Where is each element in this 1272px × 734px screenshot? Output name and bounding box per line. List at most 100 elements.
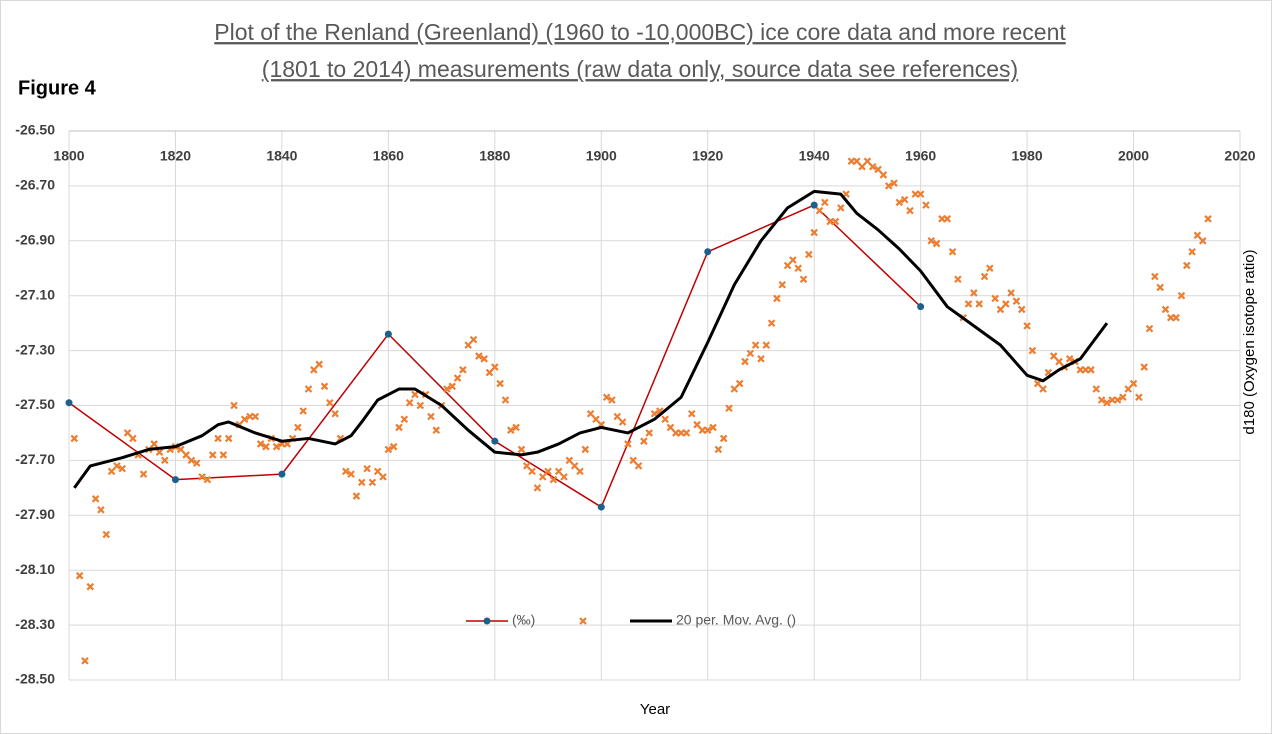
scatter-point <box>294 423 302 432</box>
scatter-point <box>1028 346 1037 355</box>
data-point <box>171 476 179 484</box>
scatter-point <box>544 467 552 476</box>
scatter-point <box>123 429 132 437</box>
scatter-point <box>198 473 206 481</box>
x-tick-label: 1940 <box>799 148 830 164</box>
data-point <box>491 437 499 445</box>
scatter-point <box>741 357 749 366</box>
legend-label: (‰) <box>512 612 535 628</box>
scatter-point <box>453 374 462 382</box>
scatter-point <box>427 412 435 421</box>
y-tick-label: -28.30 <box>15 616 55 632</box>
scatter-point <box>113 462 121 470</box>
scatter-point <box>1129 379 1138 388</box>
scatter-point <box>613 412 622 421</box>
scatter-point <box>746 349 755 358</box>
scatter-point <box>549 475 558 484</box>
scatter-point <box>507 426 515 434</box>
x-tick-label: 1880 <box>479 148 510 164</box>
scatter-point <box>1124 385 1132 393</box>
scatter-point <box>884 182 893 190</box>
y-tick-label: -28.10 <box>15 561 55 577</box>
scatter-point <box>714 445 723 454</box>
scatter-point <box>1039 385 1047 393</box>
scatter-point <box>1172 313 1180 322</box>
x-tick-label: 1960 <box>905 148 936 164</box>
y-axis-label: d180 (Oxygen isotope ratio) <box>1241 249 1258 434</box>
scatter-point <box>757 355 765 363</box>
scatter-point <box>794 264 802 273</box>
scatter-point <box>192 459 201 467</box>
scatter-point <box>927 237 936 245</box>
y-tick-label: -28.50 <box>15 671 55 687</box>
scatter-point <box>682 429 691 437</box>
scatter-point <box>629 456 637 465</box>
scatter-point <box>1113 396 1122 404</box>
scatter-point <box>533 484 542 492</box>
scatter-point <box>1012 297 1021 305</box>
scatter-point <box>693 420 701 429</box>
chart-title: (1801 to 2014) measurements (raw data on… <box>262 56 1018 82</box>
scatter-point <box>118 464 127 473</box>
scatter-point <box>821 198 829 207</box>
scatter-point <box>874 165 882 174</box>
scatter-point <box>1119 393 1127 402</box>
data-point <box>704 248 712 256</box>
scatter-point <box>219 451 228 459</box>
scatter-point <box>1007 289 1015 297</box>
scatter-point <box>352 492 361 500</box>
scatter-point <box>416 401 425 410</box>
legend-swatch <box>579 617 587 625</box>
x-tick-label: 1820 <box>160 148 191 164</box>
scatter-point <box>799 275 808 284</box>
scatter-point <box>496 379 504 388</box>
scatter-point <box>634 462 643 470</box>
scatter-point <box>214 434 222 443</box>
scatter-point <box>331 409 339 418</box>
scatter-point <box>363 464 371 473</box>
scatter-point <box>522 462 531 470</box>
scatter-point <box>405 398 414 407</box>
series-line <box>73 189 1109 489</box>
scatter-point <box>464 341 472 349</box>
data-point <box>278 470 286 478</box>
scatter-point <box>230 401 238 410</box>
scatter-point <box>868 162 877 171</box>
scatter-point <box>837 204 845 212</box>
scatter-point <box>1140 363 1148 371</box>
scatter-point <box>1145 324 1154 333</box>
scatter-point <box>81 657 89 665</box>
scatter-point <box>789 256 797 264</box>
scatter-point <box>560 473 568 481</box>
scatter-point <box>161 456 169 465</box>
scatter-point <box>1177 291 1186 300</box>
scatter-point <box>475 352 483 360</box>
scatter-point <box>730 385 739 393</box>
scatter-point <box>900 195 909 204</box>
scatter-point <box>608 396 616 404</box>
scatter-point <box>879 171 888 179</box>
scatter-point <box>624 440 632 448</box>
scatter-point <box>262 442 270 451</box>
scatter-point <box>570 462 579 470</box>
scatter-point <box>640 437 648 445</box>
scatter-point <box>368 478 377 487</box>
scatter-point <box>75 571 84 580</box>
scatter-point <box>517 445 526 454</box>
scatter-point <box>581 445 590 454</box>
y-tick-label: -27.30 <box>15 341 55 357</box>
scatter-point <box>810 228 818 237</box>
scatter-point <box>666 423 675 432</box>
scatter-point <box>501 396 510 404</box>
scatter-point <box>1017 305 1026 314</box>
scatter-point <box>916 190 925 198</box>
x-tick-label: 2000 <box>1118 148 1149 164</box>
legend-swatch <box>483 617 491 625</box>
legend-label: 20 per. Mov. Avg. () <box>676 612 796 628</box>
scatter-point <box>1065 355 1074 363</box>
scatter-point <box>773 294 781 303</box>
scatter-point <box>1156 283 1164 292</box>
scatter-point <box>554 467 563 476</box>
scatter-point <box>586 409 595 418</box>
scatter-point <box>709 423 717 432</box>
